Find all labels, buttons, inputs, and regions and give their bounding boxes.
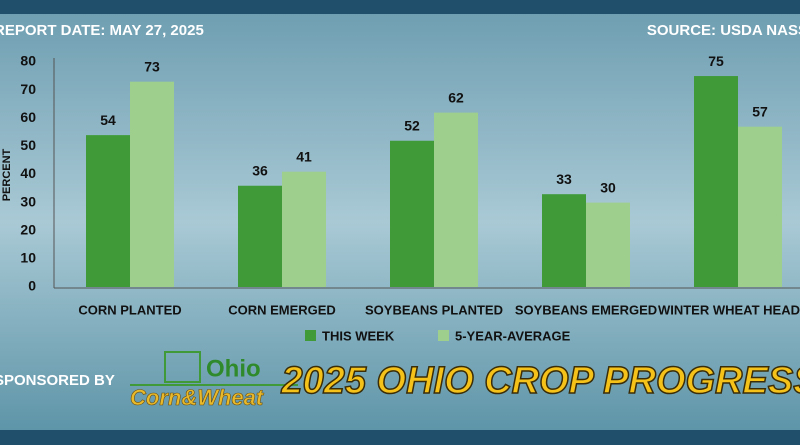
logo-line2: Corn&Wheat xyxy=(130,385,265,410)
bar xyxy=(390,140,434,287)
bar xyxy=(86,135,130,287)
bar xyxy=(238,185,282,287)
sponsor-label: SPONSORED BY xyxy=(0,372,115,389)
value-label: 33 xyxy=(556,171,572,187)
bar xyxy=(282,171,326,287)
logo: Ohio Corn&Wheat xyxy=(130,351,298,410)
y-tick-label: 30 xyxy=(20,193,36,209)
value-label: 54 xyxy=(100,112,116,128)
bar xyxy=(130,81,174,287)
y-axis-label: PERCENT xyxy=(1,148,13,201)
value-label: 52 xyxy=(404,117,420,133)
bottom-band xyxy=(0,430,800,445)
y-tick-label: 0 xyxy=(28,278,36,294)
value-label: 57 xyxy=(752,103,768,119)
value-label: 73 xyxy=(144,58,160,74)
y-tick-label: 10 xyxy=(20,250,36,266)
value-label: 36 xyxy=(252,162,268,178)
legend-label: THIS WEEK xyxy=(322,328,395,343)
bar xyxy=(694,76,738,287)
legend-label: 5-YEAR-AVERAGE xyxy=(455,328,571,343)
logo-outline xyxy=(164,351,201,383)
legend-swatch xyxy=(438,330,449,341)
bar xyxy=(434,112,478,287)
logo-line1: Ohio xyxy=(206,355,261,382)
bar xyxy=(738,126,782,287)
x-tick-label: SOYBEANS EMERGED xyxy=(515,302,657,317)
y-tick-label: 70 xyxy=(20,81,36,97)
value-label: 41 xyxy=(296,148,312,164)
y-tick-label: 50 xyxy=(20,137,36,153)
y-tick-label: 20 xyxy=(20,221,36,237)
source: SOURCE: USDA NASS xyxy=(647,22,800,39)
bar xyxy=(542,194,586,287)
value-label: 62 xyxy=(448,89,464,105)
x-tick-label: CORN EMERGED xyxy=(228,302,336,317)
x-tick-label: CORN PLANTED xyxy=(78,302,181,317)
banner-title: 2025 OHIO CROP PROGRESS xyxy=(280,360,800,402)
top-band xyxy=(0,0,800,14)
x-tick-label: SOYBEANS PLANTED xyxy=(365,302,503,317)
y-tick-label: 40 xyxy=(20,165,36,181)
value-label: 75 xyxy=(708,53,724,69)
x-tick-label: WINTER WHEAT HEADED xyxy=(658,302,800,317)
y-tick-label: 80 xyxy=(20,53,36,69)
y-tick-label: 60 xyxy=(20,109,36,125)
legend-swatch xyxy=(305,330,316,341)
report-date: REPORT DATE: MAY 27, 2025 xyxy=(0,22,204,39)
value-label: 30 xyxy=(600,179,616,195)
bar xyxy=(586,202,630,287)
